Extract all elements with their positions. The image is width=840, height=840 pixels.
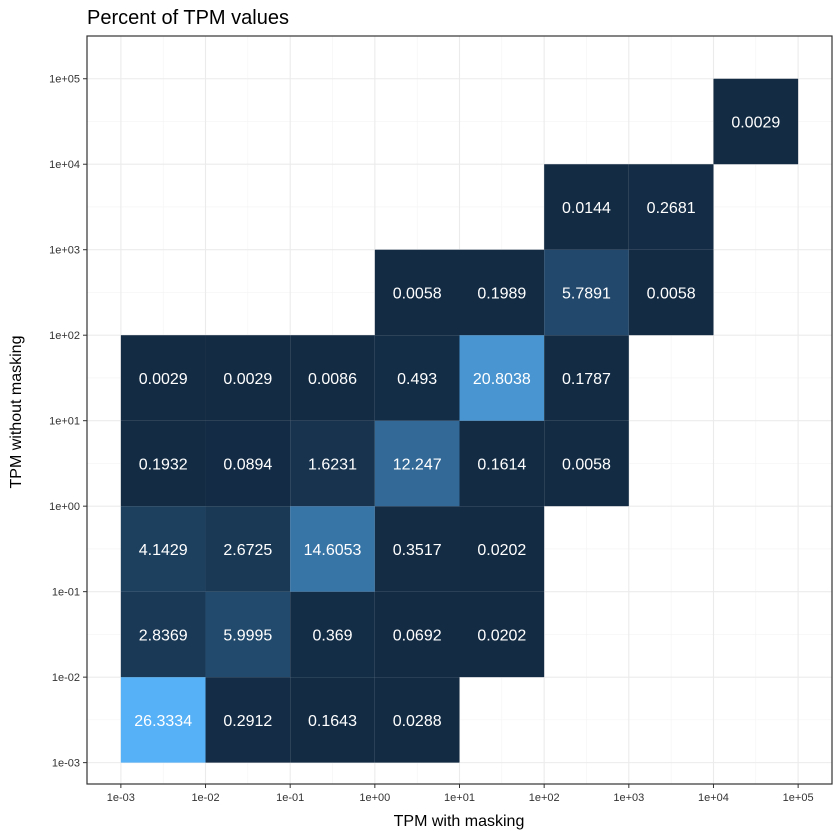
cell-value-label: 0.0058 <box>647 285 696 302</box>
y-tick-label: 1e+01 <box>49 416 80 428</box>
cell-value-label: 0.0692 <box>393 627 442 644</box>
heatmap-cell <box>290 591 375 678</box>
x-tick-label: 1e+00 <box>359 792 390 804</box>
cell-value-label: 2.6725 <box>223 542 272 559</box>
cell-value-label: 2.8369 <box>139 627 188 644</box>
heatmap-cell <box>459 591 545 678</box>
y-axis-title: TPM without masking <box>8 336 25 489</box>
cell-value-label: 0.2681 <box>647 200 696 217</box>
y-tick-label: 1e-03 <box>52 758 80 770</box>
x-tick-label: 1e+02 <box>529 792 560 804</box>
heatmap-cell <box>120 591 206 678</box>
y-tick-label: 1e+04 <box>49 159 80 171</box>
cell-value-label: 0.3517 <box>393 542 442 559</box>
x-tick-label: 1e+05 <box>783 792 814 804</box>
cell-value-label: 0.0144 <box>562 200 611 217</box>
heatmap-cells: 26.3334 0.2912 0.1643 0.0288 2.8369 5.9995 0.3… <box>120 78 799 763</box>
cell-value-label: 0.493 <box>397 371 437 388</box>
cell-value-label: 0.1614 <box>477 456 526 473</box>
cell-value-label: 0.0288 <box>393 713 442 730</box>
heatmap-cell <box>544 335 629 421</box>
heatmap-cell <box>120 420 206 507</box>
cell-value-label: 0.0029 <box>731 114 780 131</box>
cell-value-label: 14.6053 <box>304 542 362 559</box>
cell-value-label: 0.0029 <box>139 371 188 388</box>
cell-value-label: 0.0202 <box>477 627 526 644</box>
heatmap-cell <box>205 591 291 678</box>
heatmap-cell <box>544 249 629 336</box>
cell-value-label: 0.1989 <box>477 285 526 302</box>
x-tick-label: 1e-03 <box>107 792 135 804</box>
heatmap-cell <box>120 506 206 592</box>
y-tick-label: 1e-01 <box>52 587 80 599</box>
x-axis: 1e-03 1e-02 1e-01 1e+00 1e+01 1e+02 1e+03 1e+04… <box>107 784 814 804</box>
heatmap-cell <box>290 420 375 507</box>
heatmap-cell <box>290 335 375 421</box>
heatmap-cell <box>544 420 629 507</box>
cell-value-label: 4.1429 <box>139 542 188 559</box>
cell-value-label: 26.3334 <box>134 713 192 730</box>
heatmap-cell <box>120 335 206 421</box>
heatmap-cell <box>290 506 375 592</box>
cell-value-label: 0.0058 <box>562 456 611 473</box>
y-tick-label: 1e-02 <box>52 672 80 684</box>
x-tick-label: 1e-02 <box>191 792 219 804</box>
y-tick-label: 1e+05 <box>49 74 80 86</box>
cell-value-label: 0.0086 <box>308 371 357 388</box>
heatmap-cell <box>459 420 545 507</box>
heatmap-cell <box>374 591 460 678</box>
cell-value-label: 0.2912 <box>223 713 272 730</box>
heatmap-cell <box>374 677 460 763</box>
heatmap-cell <box>713 78 799 165</box>
cell-value-label: 1.6231 <box>308 456 357 473</box>
cell-value-label: 0.1932 <box>139 456 188 473</box>
y-tick-label: 1e+00 <box>49 501 80 513</box>
heatmap-cell <box>120 677 206 763</box>
heatmap-cell <box>628 249 714 336</box>
cell-value-label: 0.0894 <box>223 456 272 473</box>
y-tick-label: 1e+03 <box>49 245 80 257</box>
cell-value-label: 0.0029 <box>223 371 272 388</box>
plot-panel: 26.3334 0.2912 0.1643 0.0288 2.8369 5.9995 0.3… <box>86 35 833 785</box>
y-tick-label: 1e+02 <box>49 330 80 342</box>
cell-value-label: 0.0058 <box>393 285 442 302</box>
heatmap-cell <box>459 335 545 421</box>
heatmap-cell <box>205 506 291 592</box>
cell-value-label: 0.1643 <box>308 713 357 730</box>
cell-value-label: 0.1787 <box>562 371 611 388</box>
heatmap-cell <box>205 335 291 421</box>
heatmap-cell <box>459 249 545 336</box>
cell-value-label: 0.369 <box>312 627 352 644</box>
chart-title: Percent of TPM values <box>87 7 289 29</box>
heatmap-cell <box>374 335 460 421</box>
x-axis-title: TPM with masking <box>394 813 525 830</box>
x-tick-label: 1e+01 <box>444 792 475 804</box>
x-tick-label: 1e+03 <box>613 792 644 804</box>
cell-value-label: 0.0202 <box>477 542 526 559</box>
cell-value-label: 20.8038 <box>473 371 531 388</box>
x-tick-label: 1e-01 <box>276 792 304 804</box>
cell-value-label: 5.9995 <box>223 627 272 644</box>
heatmap-cell <box>544 164 629 250</box>
cell-value-label: 5.7891 <box>562 285 611 302</box>
heatmap-cell <box>374 506 460 592</box>
heatmap-cell <box>290 677 375 763</box>
heatmap-cell <box>205 420 291 507</box>
y-axis: 1e-03 1e-02 1e-01 1e+00 1e+01 1e+02 1e+03 1e+04… <box>49 74 87 770</box>
x-tick-label: 1e+04 <box>698 792 729 804</box>
heatmap-cell <box>374 249 460 336</box>
heatmap-cell <box>459 506 545 592</box>
heatmap-cell <box>374 420 460 507</box>
heatmap-cell <box>205 677 291 763</box>
heatmap-cell <box>628 164 714 250</box>
cell-value-label: 12.247 <box>393 456 442 473</box>
